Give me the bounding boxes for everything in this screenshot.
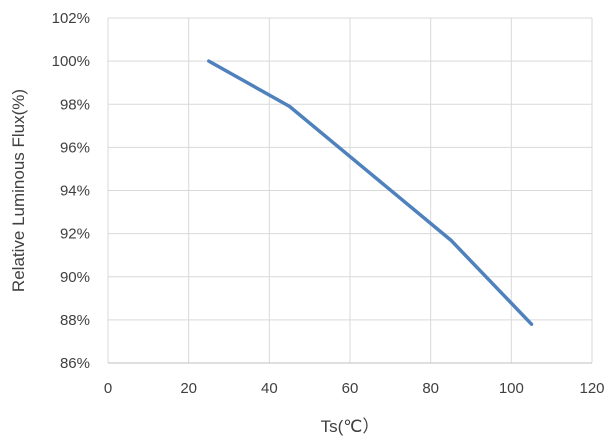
series-line: [207, 59, 534, 326]
x-axis-title: Ts(℃）: [321, 417, 380, 436]
y-tick-label: 96%: [60, 139, 90, 156]
x-tick-labels: 0 20 40 60 80 100 120: [104, 380, 605, 397]
x-tick-label: 80: [422, 380, 439, 397]
x-tick-label: 100: [499, 380, 524, 397]
series-layer: [207, 59, 534, 326]
y-tick-label: 102%: [52, 10, 90, 27]
x-tick-label: 0: [104, 380, 112, 397]
y-tick-label: 88%: [60, 312, 90, 329]
x-tick-label: 20: [180, 380, 197, 397]
y-tick-label: 90%: [60, 269, 90, 286]
x-tick-label: 40: [261, 380, 278, 397]
y-axis-title: Relative Luminous Flux(%): [9, 89, 28, 292]
y-tick-label: 98%: [60, 96, 90, 113]
y-tick-label: 94%: [60, 183, 90, 200]
y-gridlines: [108, 17, 592, 321]
y-tick-label: 92%: [60, 226, 90, 243]
y-tick-label: 86%: [60, 355, 90, 372]
x-tick-label: 120: [579, 380, 604, 397]
x-tick-label: 60: [342, 380, 359, 397]
y-tick-labels: 86% 88% 90% 92% 94% 96% 98% 100% 102%: [52, 10, 90, 372]
y-tick-label: 100%: [52, 53, 90, 70]
